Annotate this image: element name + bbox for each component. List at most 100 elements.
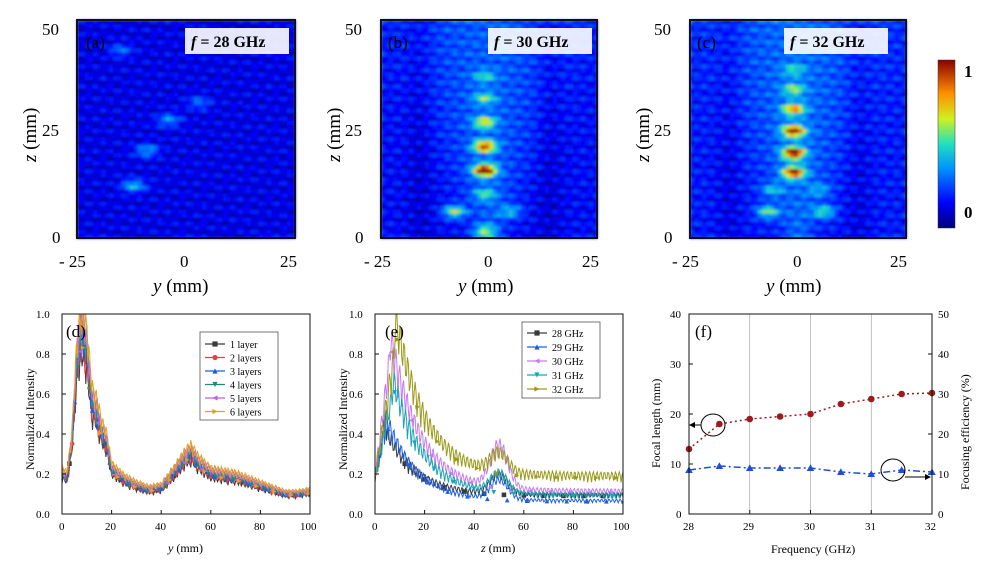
heatmap-cell: [177, 137, 183, 142]
heatmap-cell: [234, 60, 240, 66]
heatmap-cell: [93, 145, 98, 150]
heatmap-cell: [381, 173, 386, 179]
heatmap-cell: [577, 20, 582, 25]
heatmap-cell: [509, 60, 514, 66]
heatmap-cell: [97, 80, 102, 86]
heatmap-cell: [222, 169, 227, 175]
heatmap-cell: [425, 52, 430, 57]
heatmap-cell: [393, 120, 398, 126]
heatmap-cell: [125, 169, 131, 175]
heatmap-cell: [190, 225, 195, 231]
heatmap-cell: [101, 96, 106, 102]
heatmap-cell: [409, 44, 414, 49]
heatmap-cell: [493, 157, 498, 162]
heatmap-cell: [141, 169, 147, 175]
heatmap-cell: [589, 116, 594, 122]
heatmap-cell: [397, 88, 402, 94]
heatmap-cell: [177, 32, 183, 37]
heatmap-cell: [210, 24, 215, 29]
heatmap-cell: [557, 108, 562, 114]
heatmap-cell: [381, 145, 386, 150]
heatmap-cell: [93, 20, 98, 25]
heatmap-cell: [238, 80, 244, 86]
heatmap-cell: [89, 221, 94, 227]
heatmap-cell: [445, 157, 450, 162]
heatmap-cell: [169, 161, 175, 166]
heatmap-cell: [93, 221, 98, 227]
heatmap-cell: [497, 84, 502, 90]
heatmap-cell: [101, 205, 106, 211]
heatmap-cell: [413, 145, 418, 150]
heatmap-cell: [173, 100, 179, 106]
heatmap-cell: [145, 221, 151, 227]
heatmap-cell: [190, 189, 195, 195]
heatmap-cell: [505, 153, 510, 158]
heatmap-cell: [157, 233, 163, 239]
heatmap-cell: [246, 221, 252, 227]
heatmap-cell: [145, 181, 151, 187]
heatmap-cell: [469, 153, 474, 158]
heatmap-cell: [226, 169, 232, 175]
heatmap-cell: [186, 177, 191, 183]
heatmap-cell: [274, 189, 280, 195]
heatmap-cell: [169, 169, 175, 175]
heatmap-cell: [266, 221, 272, 227]
heatmap-cell: [489, 120, 494, 126]
heatmap-cell: [401, 112, 406, 118]
heatmap-cell: [561, 68, 566, 74]
heatmap-cell: [149, 72, 155, 78]
heatmap-cell: [97, 88, 102, 94]
heatmap-cell: [218, 165, 223, 170]
heatmap-cell: [290, 133, 296, 138]
heatmap-cell: [489, 112, 494, 118]
heatmap-cell: [453, 149, 458, 154]
heatmap-cell: [254, 120, 260, 126]
heatmap-cell: [125, 36, 131, 41]
heatmap-cell: [186, 133, 191, 138]
heatmap-cell: [129, 116, 135, 122]
heatmap-cell: [77, 92, 82, 98]
heatmap-cell: [469, 141, 474, 146]
heatmap-cell: [113, 104, 118, 110]
heatmap-cell: [533, 145, 538, 150]
heatmap-cell: [549, 120, 554, 126]
heatmap-cell: [89, 153, 94, 158]
heatmap-cell: [190, 72, 195, 78]
heatmap-cell: [186, 189, 191, 195]
heatmap-cell: [238, 149, 244, 154]
heatmap-cell: [214, 124, 219, 130]
heatmap-cell: [250, 225, 256, 231]
heatmap-cell: [445, 92, 450, 98]
heatmap-cell: [250, 133, 256, 138]
heatmap-cell: [137, 124, 143, 130]
heatmap-cell: [385, 129, 390, 134]
heatmap-cell: [437, 68, 442, 74]
heatmap-cell: [206, 64, 211, 70]
heatmap-cell: [286, 129, 292, 134]
heatmap-cell: [585, 84, 590, 90]
heatmap-cell: [181, 24, 187, 29]
heatmap-cell: [165, 217, 171, 223]
heatmap-cell: [133, 124, 139, 130]
heatmap-cell: [254, 68, 260, 74]
heatmap-cell: [425, 96, 430, 102]
heatmap-cell: [85, 229, 90, 235]
heatmap-cell: [157, 60, 163, 66]
heatmap-cell: [549, 60, 554, 66]
heatmap-cell: [489, 149, 494, 154]
heatmap-cell: [517, 56, 522, 61]
heatmap-cell: [133, 40, 139, 45]
heatmap-cell: [77, 120, 82, 126]
heatmap-cell: [161, 161, 167, 166]
heatmap-cell: [529, 84, 534, 90]
heatmap-cell: [278, 60, 284, 66]
heatmap-cell: [421, 92, 426, 98]
heatmap-cell: [286, 205, 292, 211]
heatmap-cell: [449, 108, 454, 114]
heatmap-cell: [497, 161, 502, 166]
heatmap-cell: [501, 124, 506, 130]
heatmap-cell: [282, 229, 288, 235]
heatmap-cell: [553, 137, 558, 142]
heatmap-cell: [389, 44, 394, 49]
heatmap-cell: [405, 104, 410, 110]
